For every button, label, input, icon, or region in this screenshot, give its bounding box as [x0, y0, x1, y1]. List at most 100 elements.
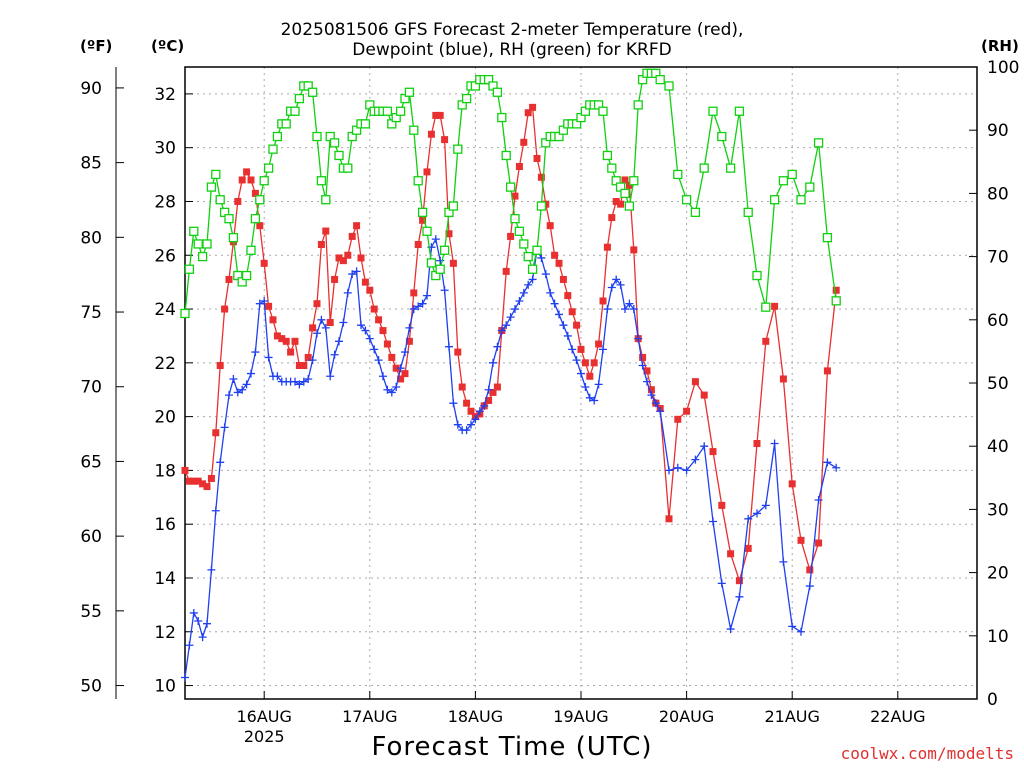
temperature-point [700, 391, 708, 399]
rh-point [655, 74, 665, 85]
dewpoint-point [440, 286, 449, 295]
dewpoint-point [788, 622, 797, 631]
rh-point [664, 81, 674, 91]
dewpoint-point [559, 321, 568, 330]
rh-point [796, 195, 806, 205]
temperature-point [353, 222, 361, 230]
rh-tick-label: 70 [987, 248, 1009, 268]
rh-tick-label: 60 [987, 311, 1009, 331]
dewpoint-point [629, 305, 638, 314]
rh-point [492, 87, 503, 97]
rh-point [813, 138, 824, 148]
rh-tick-label: 20 [987, 564, 1009, 584]
temperature-point [502, 267, 510, 275]
series-line-dewpoint [184, 237, 837, 678]
temperature-point [515, 163, 523, 171]
rh-point [268, 144, 278, 154]
dewpoint-point [291, 377, 299, 386]
dewpoint-point [361, 326, 370, 335]
fahrenheit-tick-label: 55 [80, 602, 102, 622]
dewpoint-point [726, 625, 735, 634]
x-tick-label: 21AUG [764, 707, 819, 726]
celsius-tick-label: 28 [154, 192, 176, 212]
dewpoint-point [365, 334, 374, 343]
fahrenheit-tick-label: 50 [80, 677, 102, 697]
dewpoint-point [665, 466, 673, 475]
rh-point [501, 150, 511, 161]
temperature-point [489, 388, 497, 396]
rh-point [211, 169, 221, 180]
temperature-point [260, 259, 268, 267]
temperature-point [718, 501, 726, 509]
dewpoint-point [528, 275, 537, 284]
rh-point [409, 125, 419, 135]
temperature-point [388, 353, 396, 361]
rh-point [312, 131, 322, 142]
temperature-point [185, 477, 193, 485]
temperature-point [788, 480, 796, 488]
dewpoint-point [493, 342, 502, 351]
dewpoint-point [374, 356, 383, 365]
temperature-point [335, 254, 343, 262]
temperature-point [309, 324, 317, 332]
dewpoint-point [823, 458, 832, 467]
celsius-tick-label: 32 [154, 85, 176, 105]
rh-point [184, 264, 195, 274]
rh-point [224, 214, 234, 224]
temperature-point [199, 480, 207, 488]
dewpoint-point [634, 334, 643, 343]
rh-point [395, 106, 406, 116]
rh-point [602, 150, 613, 161]
dewpoint-point [343, 288, 352, 297]
temperature-point [194, 477, 202, 485]
dewpoint-point [242, 380, 251, 389]
dewpoint-point [585, 393, 594, 402]
dewpoint-point [643, 377, 651, 386]
temperature-point [546, 222, 554, 230]
temperature-point [537, 173, 545, 181]
dewpoint-point [181, 673, 189, 682]
dewpoint-point [656, 407, 665, 416]
rh-point [343, 163, 353, 173]
rh-point [523, 251, 533, 262]
temperature-point [815, 539, 823, 547]
rh-point [228, 232, 239, 243]
dewpoint-point [216, 458, 225, 467]
temperature-point [348, 232, 356, 240]
rh-point [699, 163, 709, 173]
dewpoint-point [295, 380, 304, 389]
dewpoint-point [832, 463, 841, 472]
temperature-point [436, 111, 444, 119]
rh-point [514, 226, 525, 236]
dewpoint-point [264, 353, 273, 362]
celsius-tick-label: 16 [154, 515, 176, 535]
dewpoint-point [502, 321, 511, 330]
dewpoint-point [189, 608, 198, 617]
rh-point [206, 182, 217, 192]
rh-point [180, 308, 190, 319]
fahrenheit-tick-label: 70 [80, 378, 102, 398]
rh-point [360, 119, 371, 129]
dewpoint-point [805, 582, 814, 591]
temperature-point [577, 345, 585, 353]
dewpoint-point [770, 439, 779, 448]
temperature-point [410, 289, 418, 297]
dewpoint-point [497, 326, 506, 335]
temperature-point [212, 429, 220, 437]
dewpoint-point [563, 331, 572, 340]
rh-point [761, 302, 771, 312]
rh-point [189, 226, 199, 236]
rh-point [519, 239, 529, 249]
temperature-point [361, 278, 369, 286]
dewpoint-point [625, 299, 634, 308]
temperature-point [221, 305, 229, 313]
dewpoint-point [247, 369, 255, 378]
temperature-point [568, 308, 576, 316]
temperature-point [647, 386, 655, 394]
rh-point [461, 93, 472, 104]
temperature-point [273, 332, 281, 340]
dewpoint-point [744, 514, 753, 523]
temperature-point [344, 251, 352, 259]
dewpoint-point [379, 372, 387, 381]
temperature-point [555, 259, 563, 267]
